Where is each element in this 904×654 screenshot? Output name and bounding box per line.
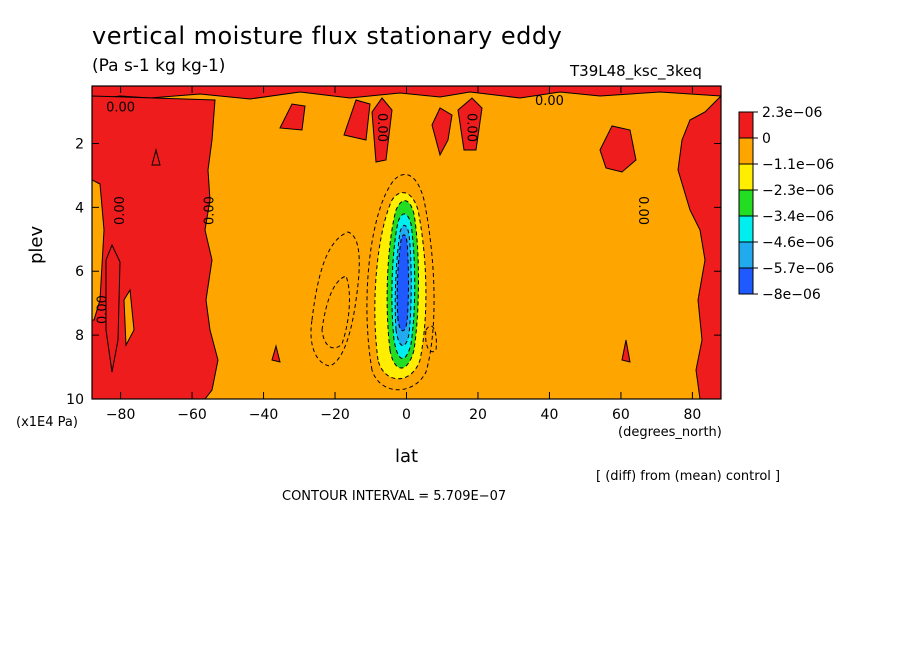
x-tick-label: 60 (612, 407, 630, 423)
contour-label: 0.00 (113, 196, 128, 225)
legend-swatch (738, 163, 754, 191)
x-tick-label: −20 (320, 407, 350, 423)
legend-label: −4.6e−06 (762, 235, 834, 251)
red-sliver-2 (271, 344, 281, 363)
red-sliver-3 (621, 339, 631, 363)
contour-labels: 0.00 0.00 0.00 0.00 0.00 0.00 0.00 0.00 (95, 94, 650, 324)
legend-label: 0 (762, 131, 771, 147)
y-axis-label: plev (26, 225, 47, 264)
x-tick-label: −40 (249, 407, 279, 423)
legend-label: −2.3e−06 (762, 183, 834, 199)
y-tick-label: 10 (66, 392, 84, 408)
dashed-contour-1 (366, 174, 435, 391)
contour-label: 0.00 (95, 295, 110, 324)
run-id: T39L48_ksc_3keq (570, 62, 702, 80)
y-tick-label: 8 (75, 328, 84, 344)
x-tick-label: 20 (469, 407, 487, 423)
y-axis-unit: (x1E4 Pa) (16, 415, 78, 430)
y-tick-label: 2 (75, 136, 84, 152)
legend-label: −1.1e−06 (762, 157, 834, 173)
legend-swatch (738, 137, 754, 165)
legend-swatch (738, 189, 754, 217)
red-patch-north-2 (599, 125, 637, 173)
red-patch-upper-2 (343, 99, 371, 141)
legend-swatch (738, 215, 754, 243)
legend-swatch (738, 241, 754, 269)
x-axis-label: lat (395, 446, 419, 467)
blue-region (396, 234, 409, 332)
red-region-south (92, 95, 219, 399)
color-legend: 2.3e−06 0 −1.1e−06 −2.3e−06 −3.4e−06 −4.6e−06… (738, 105, 834, 303)
red-patch-upper-3 (371, 97, 393, 163)
x-axis: −80 −60 −40 −20 0 20 40 60 80 (106, 86, 701, 423)
legend-swatch (738, 111, 754, 139)
contour-label: 0.00 (374, 113, 389, 142)
chart-title: vertical moisture flux stationary eddy (92, 22, 563, 50)
legend-label: −5.7e−06 (762, 261, 834, 277)
red-sliver-1 (151, 148, 161, 166)
red-patch-upper-4 (431, 107, 453, 157)
x-axis-unit: (degrees_north) (618, 425, 722, 440)
red-patch-upper-5 (457, 97, 483, 151)
contour-label: 0.00 (535, 94, 564, 109)
legend-label: −3.4e−06 (762, 209, 834, 225)
x-tick-label: 0 (402, 407, 411, 423)
x-tick-label: −80 (106, 407, 136, 423)
diff-note: [ (diff) from (mean) control ] (596, 469, 781, 484)
contour-label: 0.00 (635, 196, 650, 225)
legend-label: −8e−06 (762, 287, 821, 303)
contour-label: 0.00 (203, 196, 218, 225)
contour-interval: CONTOUR INTERVAL = 5.709E−07 (282, 489, 507, 504)
contour-label: 0.00 (106, 101, 135, 116)
dashed-contour-3 (321, 275, 350, 349)
dashed-contour-2 (310, 231, 360, 367)
orange-hole-1 (92, 179, 105, 321)
y-axis: 2 4 6 8 10 (66, 136, 721, 408)
x-tick-label: −60 (177, 407, 207, 423)
contour-field (92, 86, 721, 399)
legend-label: 2.3e−06 (762, 105, 823, 121)
x-tick-label: 80 (683, 407, 701, 423)
red-region-north (677, 95, 721, 399)
x-tick-label: 40 (541, 407, 559, 423)
red-patch-upper (279, 103, 306, 131)
red-strip-left (105, 243, 121, 373)
legend-swatch (738, 267, 754, 295)
orange-hole-2 (123, 288, 135, 347)
chart-units: (Pa s-1 kg kg-1) (92, 56, 226, 76)
y-tick-label: 4 (75, 200, 84, 216)
contour-label: 0.00 (463, 113, 478, 142)
y-tick-label: 6 (75, 264, 84, 280)
